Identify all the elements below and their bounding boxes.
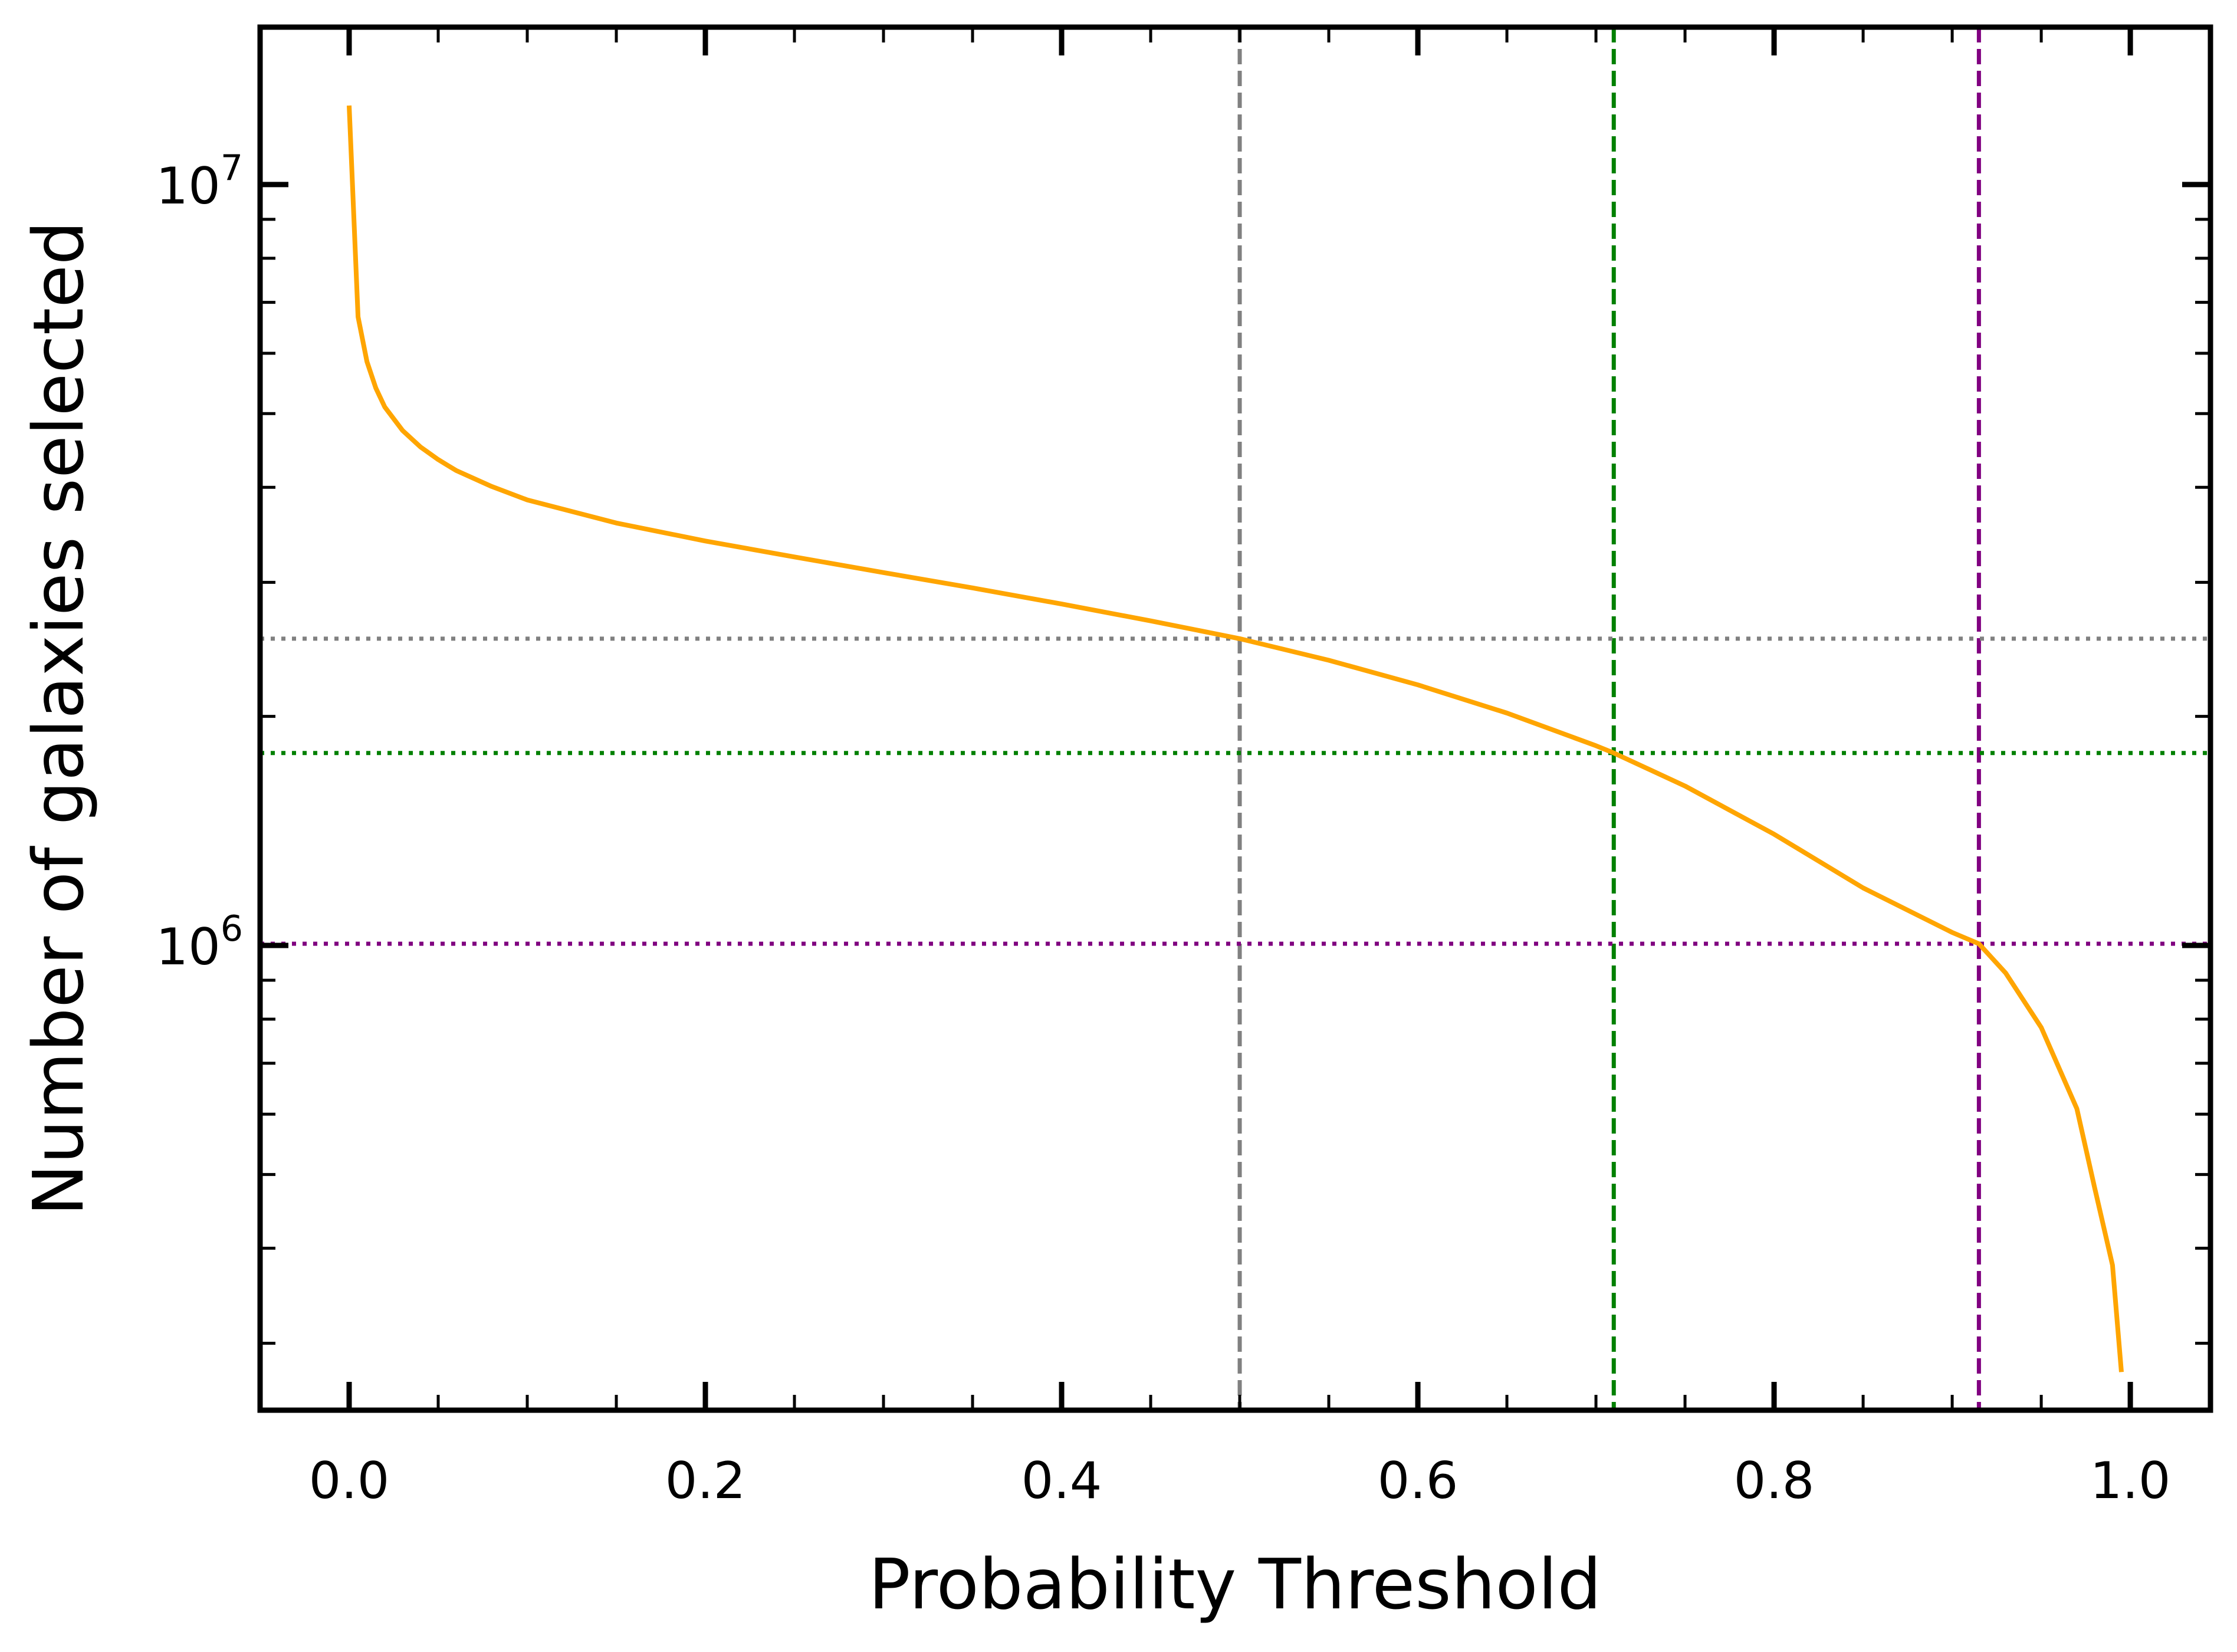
y-tick-label-exponent: 6: [221, 908, 243, 950]
y-tick-label: 106: [156, 908, 243, 977]
y-tick-label: 107: [156, 147, 243, 216]
series-layer: [347, 105, 2124, 1372]
x-tick-label: 0.2: [665, 1451, 746, 1510]
x-tick-label: 0.6: [1378, 1451, 1459, 1510]
y-tick-label-base: 10: [156, 918, 220, 977]
reference-lines: [260, 27, 2210, 1410]
series-line-0: [347, 105, 2124, 1372]
y-axis-title: Number of galaxies selected: [18, 221, 99, 1216]
x-tick-label: 1.0: [2090, 1451, 2171, 1510]
plot-frame: [257, 24, 2213, 1413]
x-tick-label: 0.8: [1734, 1451, 1815, 1510]
x-tick-label: 0.4: [1021, 1451, 1102, 1510]
y-tick-label-exponent: 7: [221, 147, 243, 189]
x-tick-label: 0.0: [309, 1451, 390, 1510]
y-tick-label-base: 10: [156, 157, 220, 216]
x-axis-title: Probability Threshold: [869, 1543, 1602, 1625]
